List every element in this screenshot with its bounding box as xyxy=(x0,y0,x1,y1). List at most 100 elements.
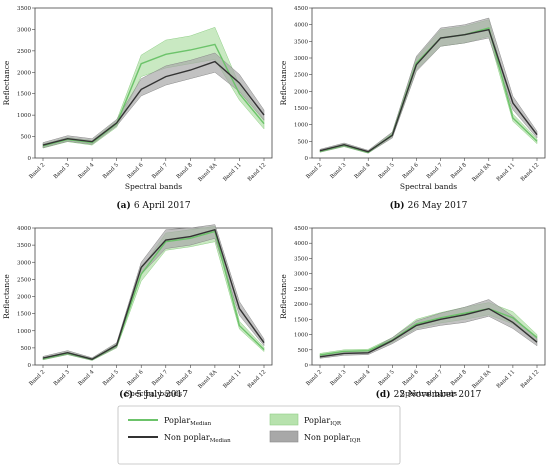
panel-caption: (c) 5 July 2017 xyxy=(119,389,188,400)
legend-label-poplar-iqr: PoplarIQR xyxy=(304,416,342,427)
y-tick-label: 2500 xyxy=(17,277,31,283)
y-tick-label: 500 xyxy=(21,135,32,141)
panels: 0 500 1000 1500 2000 2500 3000 3500 Band 2 Band 3… xyxy=(2,6,546,400)
plot-area xyxy=(311,7,546,159)
x-tick-label: Band 12 xyxy=(520,162,541,183)
y-tick-label: 4500 xyxy=(294,226,308,232)
nonpoplar-iqr-band xyxy=(319,299,538,359)
y-tick-label: 3000 xyxy=(17,260,31,266)
x-axis-title: Spectral bands xyxy=(400,182,457,191)
panel-caption: (d) 22 November 2017 xyxy=(376,389,482,400)
legend: PoplarMedian Non poplarMedian PoplarIQR … xyxy=(117,405,401,465)
y-tick-label: 2000 xyxy=(294,302,308,308)
nonpoplar-median-line xyxy=(319,307,538,358)
y-tick-label: 2500 xyxy=(17,49,31,55)
x-axis-title: Spectral bands xyxy=(125,389,182,398)
x-tick-label: Band 7 xyxy=(426,162,444,180)
x-tick-label: Band 3 xyxy=(329,162,347,180)
x-axis-title: Spectral bands xyxy=(125,182,182,191)
y-axis-title: Reflectance xyxy=(2,274,11,319)
x-tick-label: Band 11 xyxy=(222,162,243,183)
x-tick-label: Band 4 xyxy=(77,369,95,387)
y-axis-title: Reflectance xyxy=(279,274,288,319)
y-tick-label: 0 xyxy=(28,363,32,369)
x-tick-label: Band 8 xyxy=(450,162,468,180)
y-tick-label: 2000 xyxy=(17,295,31,301)
panel-caption: (a) 6 April 2017 xyxy=(116,200,190,211)
plot-area xyxy=(34,7,273,159)
y-axis-title: Reflectance xyxy=(279,60,288,105)
y-tick-label: 4000 xyxy=(17,226,31,232)
x-tick-label: Band 2 xyxy=(28,162,46,180)
x-tick-label: Band 5 xyxy=(378,162,396,180)
chart-panel-1: 0 500 1000 1500 2000 2500 3000 3500 Band 2 Band 3… xyxy=(2,6,273,211)
y-tick-label: 1500 xyxy=(17,92,31,98)
x-tick-label: Band 3 xyxy=(53,369,71,387)
x-tick-label: Band 8 xyxy=(176,369,194,387)
legend-label-poplar-median: PoplarMedian xyxy=(164,416,212,427)
panel-caption: (b) 26 May 2017 xyxy=(390,200,468,211)
x-tick-label: Band 5 xyxy=(102,162,120,180)
x-tick-label: Band 3 xyxy=(329,369,347,387)
y-tick-label: 2500 xyxy=(294,73,308,79)
x-tick-label: Band 4 xyxy=(354,369,372,387)
x-tick-label: Band 7 xyxy=(151,369,169,387)
poplar-median-line xyxy=(42,43,265,147)
x-tick-label: Band 5 xyxy=(378,369,396,387)
y-tick-label: 1000 xyxy=(294,123,308,129)
legend-label-nonpoplar-median: Non poplarMedian xyxy=(164,433,231,444)
x-tick-label: Band 4 xyxy=(354,162,372,180)
x-tick-label: Band 11 xyxy=(222,369,243,390)
x-tick-label: Band 11 xyxy=(496,369,517,390)
x-tick-label: Band 8A xyxy=(197,368,219,390)
y-tick-label: 3000 xyxy=(294,56,308,62)
x-tick-label: Band 8A xyxy=(471,161,493,183)
y-tick-label: 1000 xyxy=(17,329,31,335)
x-tick-label: Band 8 xyxy=(450,369,468,387)
legend-frame xyxy=(117,405,401,465)
legend-label-nonpoplar-iqr: Non poplarIQR xyxy=(304,433,361,444)
y-tick-label: 3500 xyxy=(294,39,308,45)
y-tick-label: 0 xyxy=(305,363,309,369)
y-tick-label: 2000 xyxy=(17,70,31,76)
nonpoplar-iqr-band xyxy=(42,224,265,361)
nonpoplar-median-line xyxy=(42,60,265,146)
y-tick-label: 1500 xyxy=(294,317,308,323)
legend-key-poplar-iqr xyxy=(269,413,299,426)
poplar-median-line xyxy=(319,307,538,356)
x-tick-label: Band 8A xyxy=(471,368,493,390)
y-tick-label: 3500 xyxy=(294,256,308,262)
x-tick-label: Band 12 xyxy=(247,369,268,390)
chart-panel-4: 0 500 1000 1500 2000 2500 3000 3500 4000 4500 Band… xyxy=(279,226,546,400)
x-axis-title: Spectral bands xyxy=(400,389,457,398)
y-tick-label: 1500 xyxy=(294,106,308,112)
y-tick-label: 1000 xyxy=(294,333,308,339)
y-tick-label: 3000 xyxy=(294,272,308,278)
y-tick-label: 3500 xyxy=(17,6,31,12)
x-tick-label: Band 4 xyxy=(77,162,95,180)
x-tick-label: Band 8A xyxy=(197,161,219,183)
chart-panel-2: 0 500 1000 1500 2000 2500 3000 3500 4000 4500 Band… xyxy=(279,6,546,211)
x-tick-label: Band 6 xyxy=(127,369,145,387)
y-tick-label: 3500 xyxy=(17,243,31,249)
y-tick-label: 0 xyxy=(28,156,32,162)
y-tick-label: 3000 xyxy=(17,27,31,33)
y-tick-label: 1500 xyxy=(17,312,31,318)
legend-key-nonpoplar-iqr xyxy=(269,430,299,443)
x-tick-label: Band 7 xyxy=(151,162,169,180)
x-tick-label: Band 6 xyxy=(402,369,420,387)
x-tick-label: Band 2 xyxy=(305,369,323,387)
x-tick-label: Band 5 xyxy=(102,369,120,387)
y-tick-label: 4000 xyxy=(294,241,308,247)
nonpoplar-iqr-band xyxy=(319,17,538,154)
x-tick-label: Band 2 xyxy=(305,162,323,180)
nonpoplar-median-line xyxy=(319,28,538,153)
x-tick-label: Band 2 xyxy=(28,369,46,387)
x-tick-label: Band 6 xyxy=(402,162,420,180)
y-tick-label: 2000 xyxy=(294,89,308,95)
y-tick-label: 1000 xyxy=(17,113,31,119)
plot-area xyxy=(311,227,546,366)
x-tick-label: Band 3 xyxy=(53,162,71,180)
nonpoplar-median-line xyxy=(42,228,265,360)
y-tick-label: 2500 xyxy=(294,287,308,293)
